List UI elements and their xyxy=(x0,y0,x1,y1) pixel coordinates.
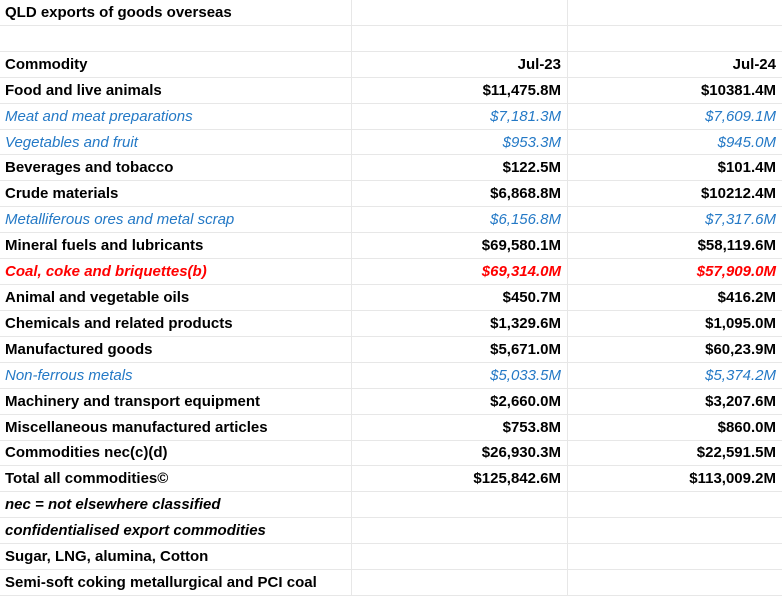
cell-commodity[interactable]: Sugar, LNG, alumina, Cotton xyxy=(0,544,352,571)
cell-commodity[interactable]: Non-ferrous metals xyxy=(0,362,352,389)
cell-jul24[interactable]: $10381.4M xyxy=(568,78,782,104)
cell-jul23[interactable]: $2,660.0M xyxy=(352,388,568,415)
cell-jul24[interactable]: $7,609.1M xyxy=(568,104,782,130)
cell-commodity[interactable]: Mineral fuels and lubricants xyxy=(0,233,352,260)
cell-jul23[interactable]: $69,580.1M xyxy=(352,233,568,260)
cell-jul23[interactable] xyxy=(352,518,568,545)
cell-jul24[interactable] xyxy=(568,544,782,571)
cell-jul23[interactable]: $6,868.8M xyxy=(352,181,568,208)
cell-jul23[interactable] xyxy=(352,25,568,52)
cell-jul24[interactable]: $60,23.9M xyxy=(568,337,782,363)
cell-jul24[interactable]: $1,095.0M xyxy=(568,311,782,337)
cell-jul23[interactable] xyxy=(352,544,568,571)
cell-jul24[interactable]: $113,009.2M xyxy=(568,466,782,493)
cell-jul23[interactable]: $953.3M xyxy=(352,129,568,156)
cell-jul23[interactable]: $1,329.6M xyxy=(352,310,568,337)
cell-jul24[interactable]: $5,374.2M xyxy=(568,363,782,389)
cell-commodity[interactable]: Animal and vegetable oils xyxy=(0,285,352,311)
cell-jul24[interactable]: $7,317.6M xyxy=(568,207,782,234)
cell-commodity[interactable]: Crude materials xyxy=(0,181,352,208)
cell-jul23[interactable]: $122.5M xyxy=(352,155,568,182)
cell-commodity[interactable]: Metalliferous ores and metal scrap xyxy=(0,207,352,234)
cell-jul23[interactable]: $125,842.6M xyxy=(352,466,568,493)
cell-jul23[interactable]: $5,033.5M xyxy=(352,362,568,389)
cell-commodity[interactable]: Machinery and transport equipment xyxy=(0,388,352,415)
cell-jul23[interactable]: $450.7M xyxy=(352,285,568,311)
cell-jul23[interactable] xyxy=(352,570,568,596)
cell-commodity[interactable]: Food and live animals xyxy=(0,77,352,104)
cell-jul23[interactable] xyxy=(352,492,568,519)
cell-commodity[interactable]: Coal, coke and briquettes(b) xyxy=(0,259,352,286)
column-header-jul23[interactable]: Jul-23 xyxy=(352,51,568,78)
cell-commodity[interactable]: Chemicals and related products xyxy=(0,310,352,337)
cell-jul24[interactable] xyxy=(568,518,782,545)
cell-jul23[interactable]: $69,314.0M xyxy=(352,259,568,286)
cell-jul23[interactable] xyxy=(352,0,568,26)
cell-commodity[interactable]: Vegetables and fruit xyxy=(0,129,352,156)
cell-jul23[interactable]: $7,181.3M xyxy=(352,103,568,130)
cell-commodity[interactable]: Total all commodities© xyxy=(0,466,352,493)
cell-jul24[interactable]: $3,207.6M xyxy=(568,389,782,415)
cell-jul23[interactable]: $6,156.8M xyxy=(352,207,568,234)
cell-commodity[interactable]: nec = not elsewhere classified xyxy=(0,492,352,519)
cell-commodity[interactable]: Meat and meat preparations xyxy=(0,103,352,130)
cell-jul24[interactable] xyxy=(568,0,782,26)
cell-commodity[interactable]: Semi-soft coking metallurgical and PCI c… xyxy=(0,570,352,596)
cell-jul23[interactable]: $753.8M xyxy=(352,414,568,441)
cell-jul24[interactable]: $57,909.0M xyxy=(568,259,782,286)
cell-jul24[interactable] xyxy=(568,26,782,52)
cell-commodity[interactable] xyxy=(0,25,352,52)
cell-commodity[interactable]: Miscellaneous manufactured articles xyxy=(0,414,352,441)
cell-jul24[interactable] xyxy=(568,570,782,596)
cell-jul23[interactable]: $11,475.8M xyxy=(352,77,568,104)
cell-jul24[interactable]: $10212.4M xyxy=(568,181,782,208)
column-header-jul24[interactable]: Jul-24 xyxy=(568,52,782,78)
cell-jul24[interactable]: $945.0M xyxy=(568,130,782,156)
cell-jul24[interactable]: $58,119.6M xyxy=(568,233,782,260)
cell-commodity[interactable]: confidentialised export commodities xyxy=(0,518,352,545)
sheet-title-cell[interactable]: QLD exports of goods overseas xyxy=(0,0,352,26)
cell-jul24[interactable] xyxy=(568,492,782,519)
cell-jul24[interactable]: $860.0M xyxy=(568,415,782,441)
cell-jul24[interactable]: $101.4M xyxy=(568,155,782,182)
cell-jul23[interactable]: $26,930.3M xyxy=(352,440,568,467)
cell-jul23[interactable]: $5,671.0M xyxy=(352,336,568,363)
cell-commodity[interactable]: Beverages and tobacco xyxy=(0,155,352,182)
cell-jul24[interactable]: $416.2M xyxy=(568,285,782,311)
column-header-commodity[interactable]: Commodity xyxy=(0,51,352,78)
cell-commodity[interactable]: Manufactured goods xyxy=(0,336,352,363)
cell-commodity[interactable]: Commodities nec(c)(d) xyxy=(0,440,352,467)
cell-jul24[interactable]: $22,591.5M xyxy=(568,441,782,467)
